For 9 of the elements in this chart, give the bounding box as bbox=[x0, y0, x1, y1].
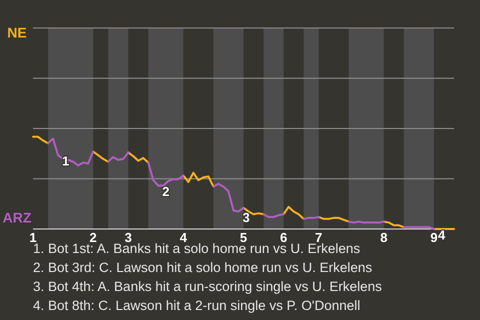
text: ARZ bbox=[2, 210, 32, 226]
annotation: 3 bbox=[242, 210, 250, 225]
x-tick-label: 9 bbox=[430, 230, 438, 245]
text: 2. Bot 3rd: C. Lawson hit a solo home run vs U. Erkelens bbox=[33, 260, 372, 275]
text: 4. Bot 8th: C. Lawson hit a 2-run single vs P. O'Donnell bbox=[33, 298, 360, 313]
annotation: 2 bbox=[162, 184, 170, 200]
text: NE bbox=[7, 24, 27, 41]
x-tick-label: 8 bbox=[380, 230, 388, 245]
text: 3. Bot 4th: A. Banks hit a run-scoring single vs U. Erkelens bbox=[33, 279, 382, 294]
